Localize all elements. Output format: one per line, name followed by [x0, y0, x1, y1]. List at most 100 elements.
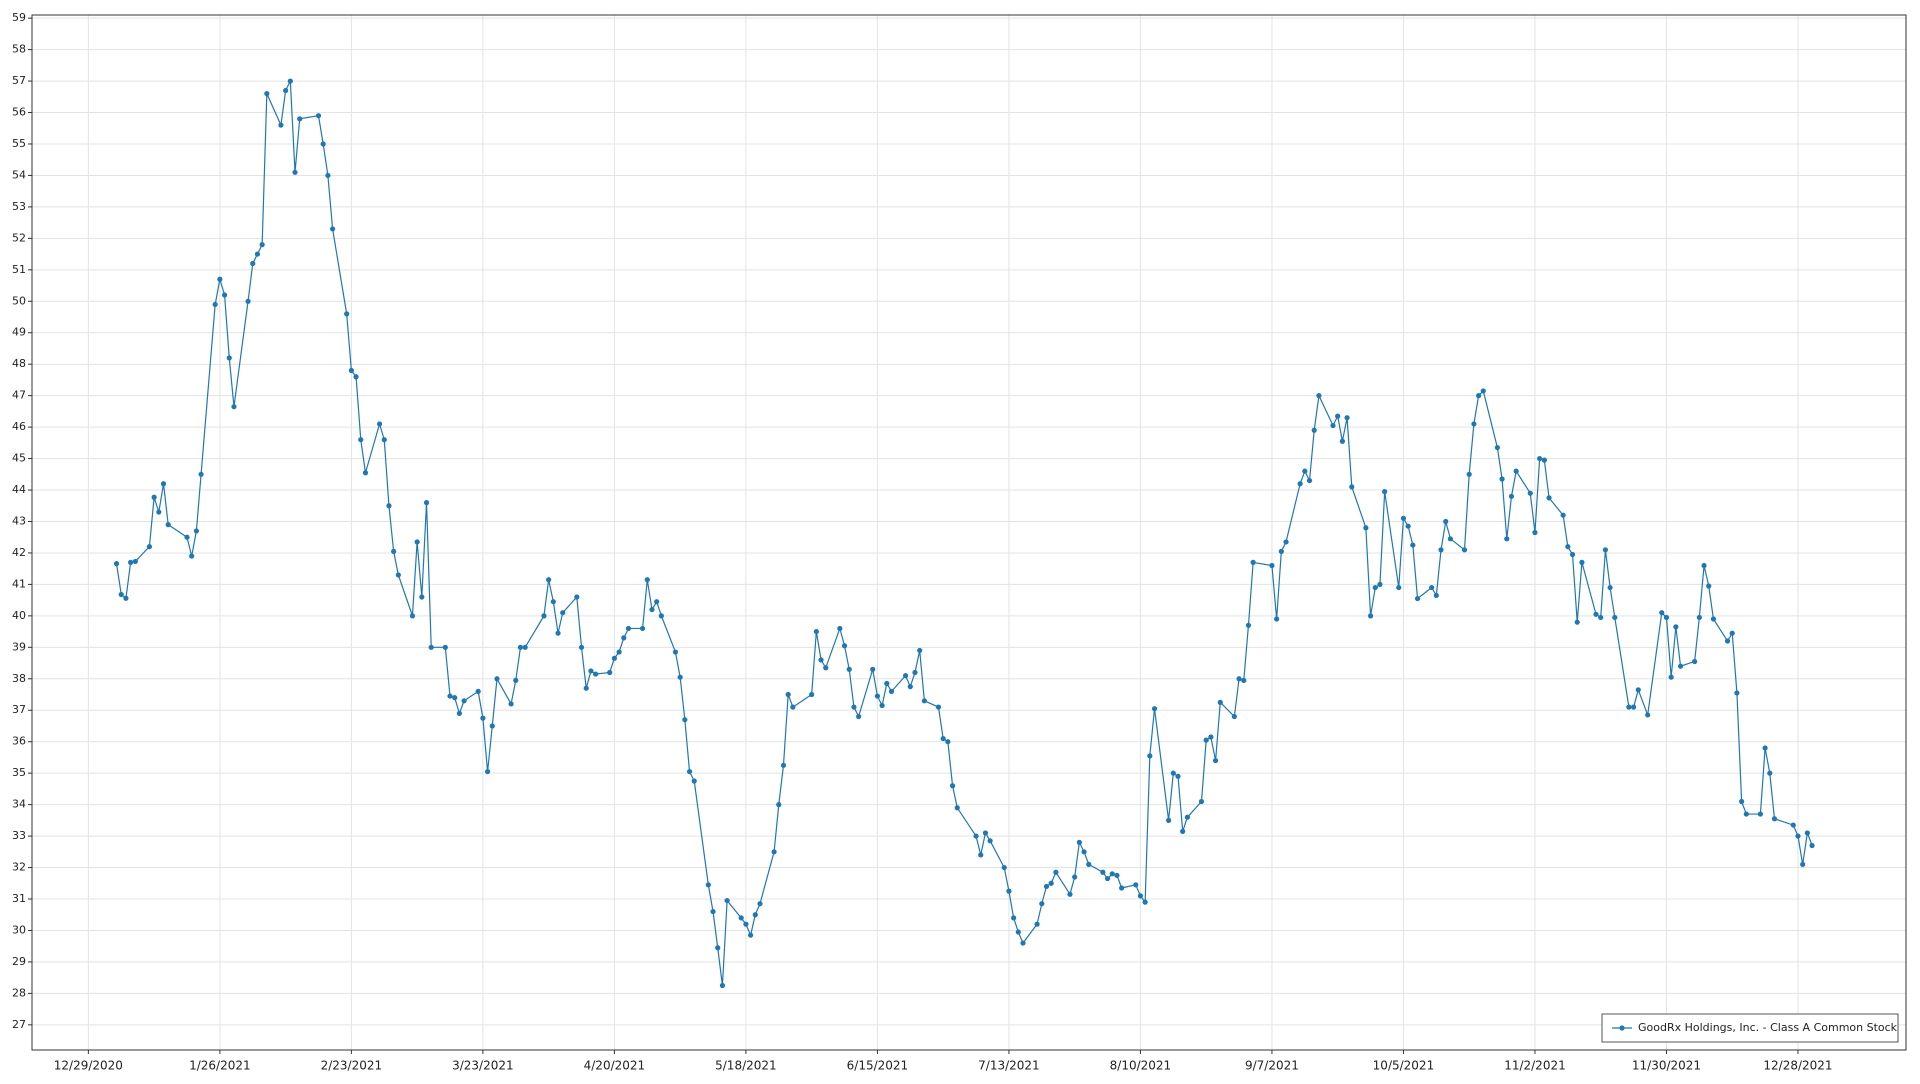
data-point [856, 713, 862, 720]
data-point [264, 91, 270, 97]
data-point [1710, 616, 1717, 622]
data-point [982, 830, 989, 836]
y-tick-label: 58 [12, 43, 26, 56]
data-point [593, 671, 599, 677]
data-point [1147, 753, 1153, 759]
legend-label: GoodRx Holdings, Inc. - Class A Common S… [1638, 1021, 1898, 1034]
data-point [1471, 421, 1477, 427]
data-point [391, 548, 397, 554]
data-point [160, 481, 167, 487]
y-tick-label: 44 [12, 483, 26, 496]
data-point [724, 897, 730, 904]
data-point [1241, 677, 1247, 683]
data-point [1663, 614, 1670, 621]
data-point [447, 693, 453, 699]
data-point [1673, 624, 1679, 630]
data-point [654, 599, 660, 605]
data-point [1269, 562, 1275, 569]
data-point [184, 534, 190, 540]
data-point [874, 693, 881, 699]
data-point [1048, 880, 1054, 886]
data-point [560, 610, 566, 616]
y-tick-label: 51 [12, 263, 26, 276]
data-point [297, 116, 303, 122]
data-point [649, 606, 655, 613]
data-point [376, 421, 383, 427]
plot-border [31, 14, 1907, 1051]
data-point [1142, 899, 1148, 905]
data-point [1645, 712, 1651, 718]
data-point [1527, 490, 1533, 496]
data-point [621, 635, 627, 641]
data-point [902, 673, 909, 679]
data-point [231, 404, 237, 410]
y-tick-label: 30 [12, 923, 26, 936]
data-point [658, 613, 664, 619]
data-point [771, 849, 777, 855]
data-point [1400, 515, 1407, 521]
data-point [1076, 839, 1082, 845]
data-point [1696, 614, 1702, 621]
data-point [1180, 828, 1186, 834]
data-point [250, 260, 256, 267]
legend: GoodRx Holdings, Inc. - Class A Common S… [1601, 1013, 1899, 1043]
data-point [1447, 536, 1454, 542]
data-point [1274, 616, 1280, 622]
y-tick-label: 46 [12, 420, 26, 433]
data-point [546, 577, 552, 583]
data-point [189, 553, 195, 559]
data-point [132, 558, 138, 565]
data-point [1743, 811, 1749, 817]
data-point [1067, 891, 1073, 897]
data-point [513, 677, 519, 683]
data-point [315, 113, 322, 119]
data-point [1363, 525, 1369, 531]
data-point [1635, 687, 1641, 693]
data-point [1541, 457, 1547, 463]
data-point [456, 710, 463, 716]
data-point [1809, 842, 1815, 849]
data-point [1767, 770, 1773, 776]
data-point [1537, 455, 1543, 462]
data-point [287, 78, 293, 84]
x-tick-label: 3/23/2021 [452, 1059, 514, 1073]
data-point [1339, 438, 1345, 444]
data-point [442, 644, 448, 650]
data-point [644, 577, 650, 583]
data-point [1560, 512, 1566, 518]
data-point [1335, 413, 1341, 419]
data-point [776, 802, 782, 808]
y-tick-label: 42 [12, 546, 26, 559]
y-tick-label: 38 [12, 672, 26, 685]
data-point [344, 311, 350, 317]
data-point [113, 561, 120, 567]
data-point [1039, 901, 1045, 907]
y-tick-label: 43 [12, 514, 26, 527]
data-point [1104, 875, 1111, 882]
data-point [672, 649, 679, 655]
data-point [1245, 622, 1252, 628]
data-point [118, 591, 124, 598]
y-tick-label: 45 [12, 452, 26, 465]
data-point [358, 437, 364, 443]
data-point [907, 684, 913, 690]
y-tick-label: 54 [12, 168, 26, 181]
data-point [912, 669, 918, 676]
data-point [1236, 676, 1242, 682]
data-point [1607, 584, 1613, 591]
data-point [484, 768, 491, 775]
data-point [1598, 614, 1604, 621]
data-point [973, 833, 979, 839]
y-tick-label: 33 [12, 829, 26, 842]
data-point [1790, 822, 1796, 828]
data-point [1729, 630, 1735, 636]
data-point [353, 374, 359, 380]
data-point [1114, 872, 1120, 879]
data-point [1372, 584, 1378, 591]
data-point [1382, 489, 1388, 495]
data-point [1701, 562, 1707, 569]
data-point [1119, 885, 1125, 891]
data-point [1302, 468, 1308, 474]
y-tick-label: 40 [12, 609, 26, 622]
